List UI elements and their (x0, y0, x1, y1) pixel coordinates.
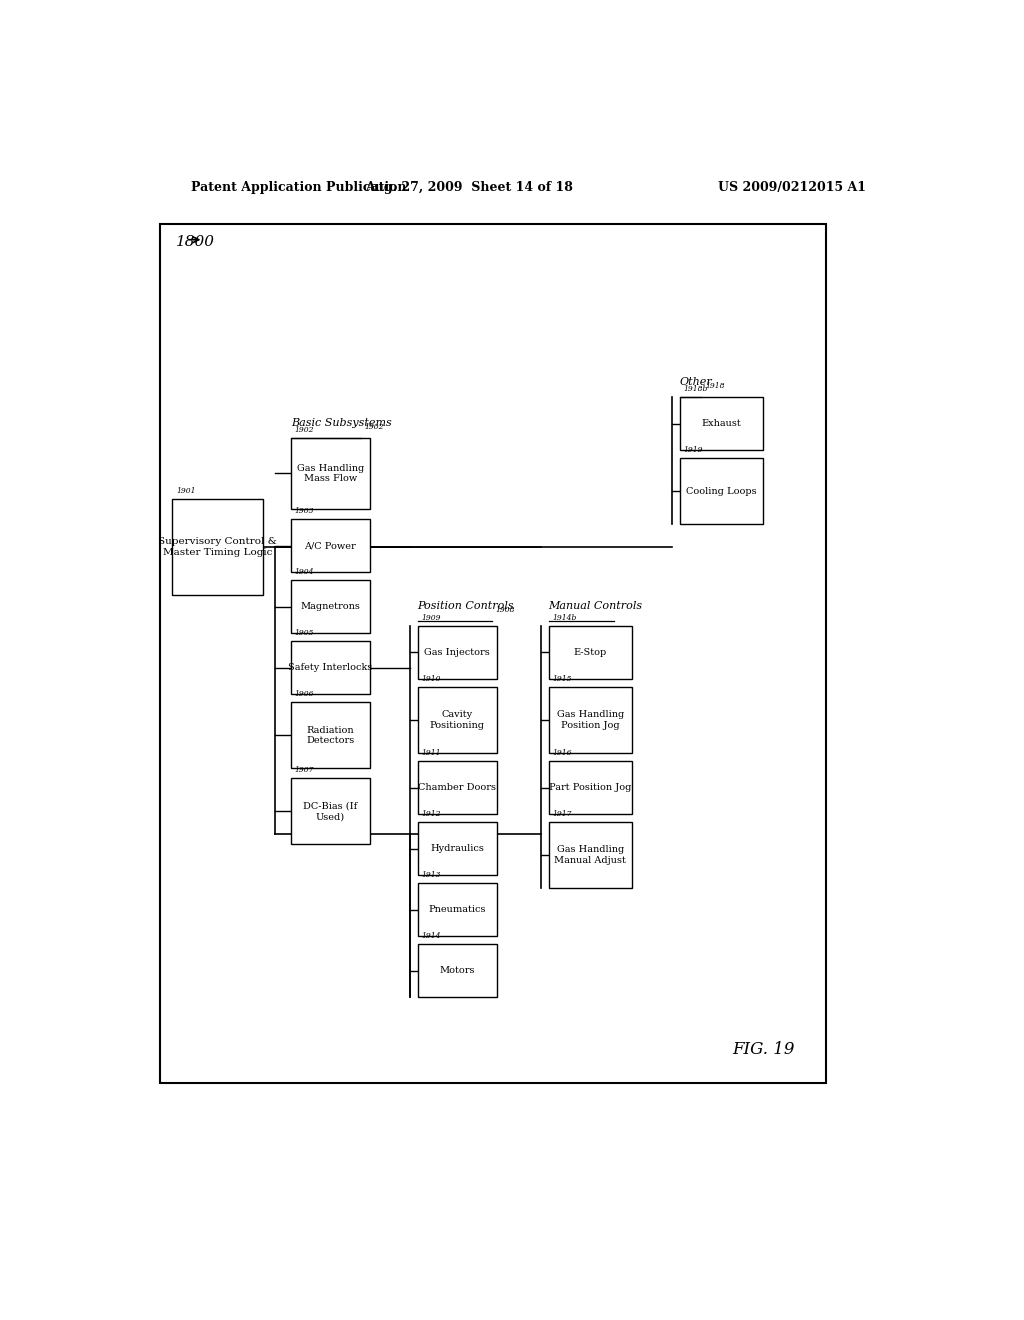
Text: Basic Subsystems: Basic Subsystems (291, 417, 391, 428)
Text: Magnetrons: Magnetrons (300, 602, 360, 611)
Text: 1915: 1915 (553, 675, 572, 682)
FancyBboxPatch shape (172, 499, 263, 595)
FancyBboxPatch shape (418, 626, 497, 678)
Text: 1911: 1911 (422, 748, 441, 758)
Text: Patent Application Publication: Patent Application Publication (191, 181, 407, 194)
Text: 1909: 1909 (422, 614, 441, 622)
FancyBboxPatch shape (549, 626, 632, 678)
FancyBboxPatch shape (291, 779, 370, 845)
Text: 1907: 1907 (295, 767, 314, 775)
Text: Radiation
Detectors: Radiation Detectors (306, 726, 354, 744)
Text: Manual Controls: Manual Controls (549, 601, 643, 611)
Text: 1905: 1905 (295, 630, 314, 638)
Text: 1919: 1919 (684, 446, 703, 454)
Text: 1903: 1903 (295, 507, 314, 515)
FancyBboxPatch shape (680, 397, 763, 450)
FancyBboxPatch shape (291, 438, 370, 510)
Text: Supervisory Control &
Master Timing Logic: Supervisory Control & Master Timing Logi… (158, 537, 276, 557)
Text: Position Controls: Position Controls (418, 601, 514, 611)
FancyBboxPatch shape (291, 642, 370, 694)
Text: Gas Injectors: Gas Injectors (425, 648, 490, 657)
FancyBboxPatch shape (160, 224, 826, 1084)
Text: 1908: 1908 (496, 606, 515, 614)
Text: Gas Handling
Manual Adjust: Gas Handling Manual Adjust (554, 845, 627, 865)
Text: 1918: 1918 (706, 381, 725, 389)
Text: Exhaust: Exhaust (701, 420, 741, 428)
Text: E-Stop: E-Stop (573, 648, 607, 657)
FancyBboxPatch shape (291, 519, 370, 572)
FancyBboxPatch shape (291, 702, 370, 768)
FancyBboxPatch shape (418, 762, 497, 814)
Text: DC-Bias (If
Used): DC-Bias (If Used) (303, 801, 357, 821)
FancyBboxPatch shape (418, 822, 497, 875)
Text: 1902: 1902 (365, 422, 384, 430)
FancyBboxPatch shape (291, 581, 370, 634)
Text: 1902: 1902 (295, 426, 314, 434)
FancyBboxPatch shape (680, 458, 763, 524)
Text: Chamber Doors: Chamber Doors (419, 783, 497, 792)
FancyBboxPatch shape (418, 883, 497, 936)
Text: 1914b: 1914b (553, 614, 578, 622)
Text: 1904: 1904 (295, 568, 314, 576)
FancyBboxPatch shape (418, 686, 497, 752)
Text: Part Position Jog: Part Position Jog (549, 783, 632, 792)
Text: Aug. 27, 2009  Sheet 14 of 18: Aug. 27, 2009 Sheet 14 of 18 (366, 181, 573, 194)
Text: 1901: 1901 (176, 487, 196, 495)
Text: 1800: 1800 (176, 235, 215, 248)
Text: Hydraulics: Hydraulics (430, 843, 484, 853)
Text: Pneumatics: Pneumatics (429, 906, 486, 913)
Text: 1918b: 1918b (684, 385, 708, 393)
Text: 1910: 1910 (422, 675, 441, 682)
Text: Safety Interlocks: Safety Interlocks (288, 663, 373, 672)
Text: 1913: 1913 (422, 871, 441, 879)
Text: Cooling Loops: Cooling Loops (686, 487, 757, 496)
Text: 1912: 1912 (422, 810, 441, 818)
Text: Gas Handling
Mass Flow: Gas Handling Mass Flow (297, 463, 364, 483)
Text: 1917: 1917 (553, 810, 572, 818)
Text: 1914: 1914 (422, 932, 441, 940)
Text: Cavity
Positioning: Cavity Positioning (430, 710, 484, 730)
FancyBboxPatch shape (418, 944, 497, 997)
Text: 1906: 1906 (295, 690, 314, 698)
Text: A/C Power: A/C Power (304, 541, 356, 550)
FancyBboxPatch shape (549, 686, 632, 752)
Text: Motors: Motors (439, 966, 475, 975)
Text: 1916: 1916 (553, 748, 572, 758)
FancyBboxPatch shape (549, 822, 632, 888)
FancyBboxPatch shape (549, 762, 632, 814)
Text: Other: Other (680, 378, 713, 387)
Text: Gas Handling
Position Jog: Gas Handling Position Jog (557, 710, 624, 730)
Text: FIG. 19: FIG. 19 (732, 1041, 795, 1057)
Text: US 2009/0212015 A1: US 2009/0212015 A1 (718, 181, 866, 194)
